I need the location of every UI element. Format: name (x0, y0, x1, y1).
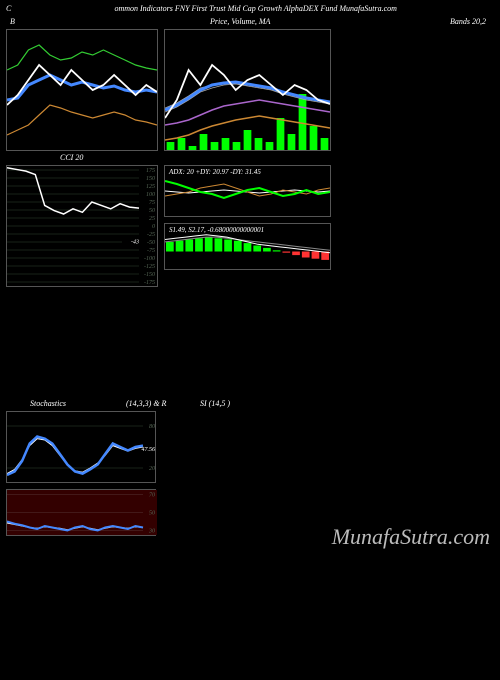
svg-text:ADX: 20 +DY: 20.97 -DY: 31.45: ADX: 20 +DY: 20.97 -DY: 31.45 (168, 168, 261, 176)
svg-text:-50: -50 (147, 240, 155, 246)
header-main: ommon Indicators FNY First Trust Mid Cap… (114, 4, 396, 13)
svg-text:150: 150 (146, 176, 155, 182)
rsi-params: SI (14,5 ) (200, 397, 230, 410)
svg-text:70: 70 (149, 493, 155, 499)
cci-chart: 175 150 125 100 75 50 25 0 -25 -50 -75 -100 -125 -150… (7, 166, 157, 286)
row-3-titles: Stochastics (14,3,3) & R SI (14,5 ) (0, 397, 500, 409)
stoch-panel: 80 20 47.56 (6, 411, 156, 483)
svg-text:100: 100 (146, 192, 155, 198)
svg-text:47.56: 47.56 (142, 446, 156, 453)
adx-panel: ADX: 20 +DY: 20.97 -DY: 31.45& MACD 12,2… (164, 165, 331, 217)
price-title: Price, Volume, MA (210, 15, 270, 28)
row-2-titles: CCI 20 (0, 151, 500, 163)
svg-text:80: 80 (149, 424, 155, 430)
svg-text:175: 175 (146, 168, 155, 174)
watermark: MunafaSutra.com (332, 524, 490, 550)
rsi-panel: 70 50 30 (6, 489, 156, 536)
svg-text:-100: -100 (144, 256, 155, 262)
svg-text:-125: -125 (144, 264, 155, 270)
gap (0, 287, 500, 397)
svg-text:-25: -25 (147, 232, 155, 238)
svg-text:30: 30 (148, 529, 155, 535)
svg-text:-75: -75 (147, 248, 155, 254)
svg-text:75: 75 (149, 200, 155, 206)
cci-panel: 175 150 125 100 75 50 25 0 -25 -50 -75 -100 -125 -150… (6, 165, 158, 287)
bbands-panel (6, 29, 158, 151)
macd-panel: S1.49, S2.17, -0.68000000000001 (164, 223, 331, 270)
svg-text:50: 50 (149, 511, 155, 517)
svg-text:-150: -150 (144, 272, 155, 278)
cci-title: CCI 20 (60, 151, 83, 164)
svg-text:25: 25 (149, 216, 155, 222)
price-chart (165, 30, 330, 150)
rsi-chart: 70 50 30 (7, 490, 157, 535)
page-header: C ommon Indicators FNY First Trust Mid C… (0, 0, 500, 15)
bbands-chart (7, 30, 157, 150)
header-left: C (6, 4, 11, 13)
svg-text:-175: -175 (144, 280, 155, 286)
chart-row-1 (0, 27, 500, 151)
svg-text:125: 125 (146, 184, 155, 190)
macd-chart: S1.49, S2.17, -0.68000000000001 (165, 224, 330, 269)
svg-text:20: 20 (149, 466, 155, 472)
bbands-title-r: Bands 20,2 (450, 15, 486, 28)
chart-row-3: 80 20 47.56 70 50 30 (0, 409, 162, 536)
stoch-chart: 80 20 47.56 (7, 412, 157, 482)
svg-text:50: 50 (149, 208, 155, 214)
adx-macd-column: ADX: 20 +DY: 20.97 -DY: 31.45& MACD 12,2… (164, 163, 331, 287)
stoch-title: Stochastics (30, 397, 66, 410)
svg-text:0: 0 (152, 224, 155, 230)
svg-text:S1.49, S2.17, -0.6800000000000: S1.49, S2.17, -0.68000000000001 (169, 226, 264, 234)
stoch-params: (14,3,3) & R (126, 397, 166, 410)
chart-row-2: 175 150 125 100 75 50 25 0 -25 -50 -75 -100 -125 -150… (0, 163, 500, 287)
bbands-title-b: B (10, 15, 15, 28)
adx-chart: ADX: 20 +DY: 20.97 -DY: 31.45& MACD 12,2… (165, 166, 330, 216)
price-panel (164, 29, 331, 151)
svg-text:-43: -43 (131, 239, 139, 246)
